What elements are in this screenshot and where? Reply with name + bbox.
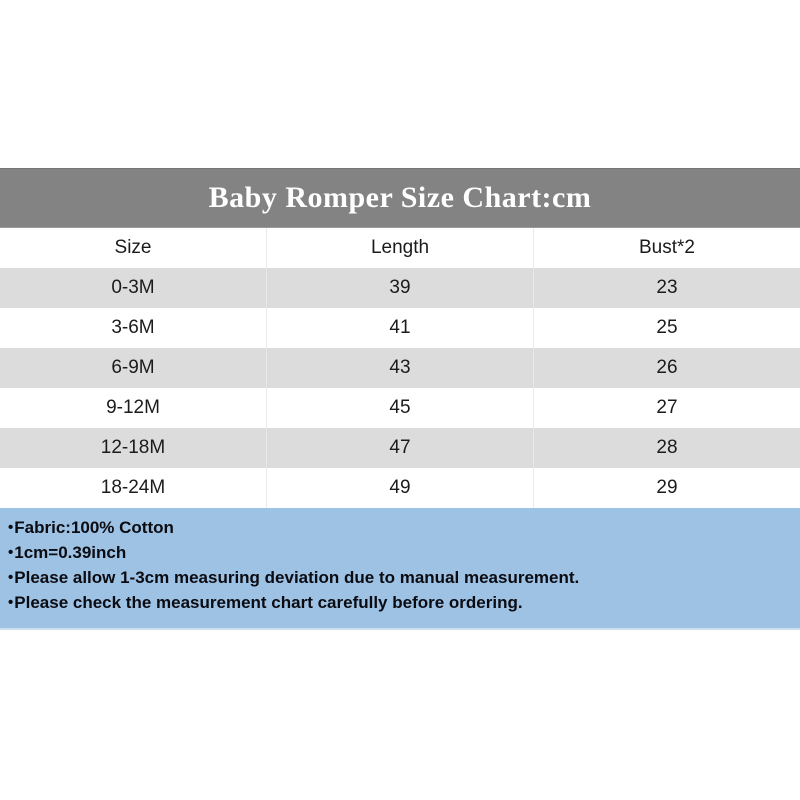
- column-header-length: Length: [266, 228, 533, 268]
- table-row: 9-12M 45 27: [0, 388, 800, 428]
- notes-box: •Fabric:100% Cotton •1cm=0.39inch •Pleas…: [0, 508, 800, 630]
- note-text: Please allow 1-3cm measuring deviation d…: [14, 568, 580, 587]
- bullet-icon: •: [8, 544, 14, 561]
- table-row: 6-9M 43 26: [0, 348, 800, 388]
- cell-length: 45: [266, 388, 533, 428]
- bullet-icon: •: [8, 569, 14, 586]
- cell-size: 12-18M: [100, 437, 166, 458]
- cell-bust: 23: [533, 268, 800, 308]
- note-text: 1cm=0.39inch: [14, 543, 127, 562]
- note-text: Please check the measurement chart caref…: [14, 593, 523, 612]
- title-bar: Baby Romper Size Chart:cm: [0, 168, 800, 228]
- cell-size: 3-6M: [111, 317, 155, 338]
- cell-length: 39: [266, 268, 533, 308]
- cell-size: 9-12M: [106, 397, 160, 418]
- note-conversion: •1cm=0.39inch: [8, 541, 790, 566]
- note-check-chart: •Please check the measurement chart care…: [8, 591, 790, 616]
- page-title: Baby Romper Size Chart:cm: [208, 181, 592, 214]
- note-deviation: •Please allow 1-3cm measuring deviation …: [8, 566, 790, 591]
- cell-bust: 28: [533, 428, 800, 468]
- cell-size: 6-9M: [111, 357, 155, 378]
- cell-bust: 26: [533, 348, 800, 388]
- column-header-size: Size: [114, 237, 152, 258]
- bullet-icon: •: [8, 594, 14, 611]
- table-header-row: Size Length Bust*2: [0, 228, 800, 268]
- cell-bust: 27: [533, 388, 800, 428]
- cell-length: 47: [266, 428, 533, 468]
- cell-size: 18-24M: [100, 477, 166, 498]
- cell-length: 43: [266, 348, 533, 388]
- note-text: Fabric:100% Cotton: [14, 518, 174, 537]
- table-row: 0-3M 39 23: [0, 268, 800, 308]
- cell-length: 49: [266, 468, 533, 508]
- cell-bust: 25: [533, 308, 800, 348]
- bullet-icon: •: [8, 519, 14, 536]
- column-header-bust: Bust*2: [533, 228, 800, 268]
- cell-length: 41: [266, 308, 533, 348]
- table-row: 12-18M 47 28: [0, 428, 800, 468]
- table-row: 3-6M 41 25: [0, 308, 800, 348]
- note-fabric: •Fabric:100% Cotton: [8, 516, 790, 541]
- table-row: 18-24M 49 29: [0, 468, 800, 508]
- cell-size: 0-3M: [111, 277, 155, 298]
- cell-bust: 29: [533, 468, 800, 508]
- size-table: Size Length Bust*2 0-3M 39 23 3-6M 41 25…: [0, 228, 800, 508]
